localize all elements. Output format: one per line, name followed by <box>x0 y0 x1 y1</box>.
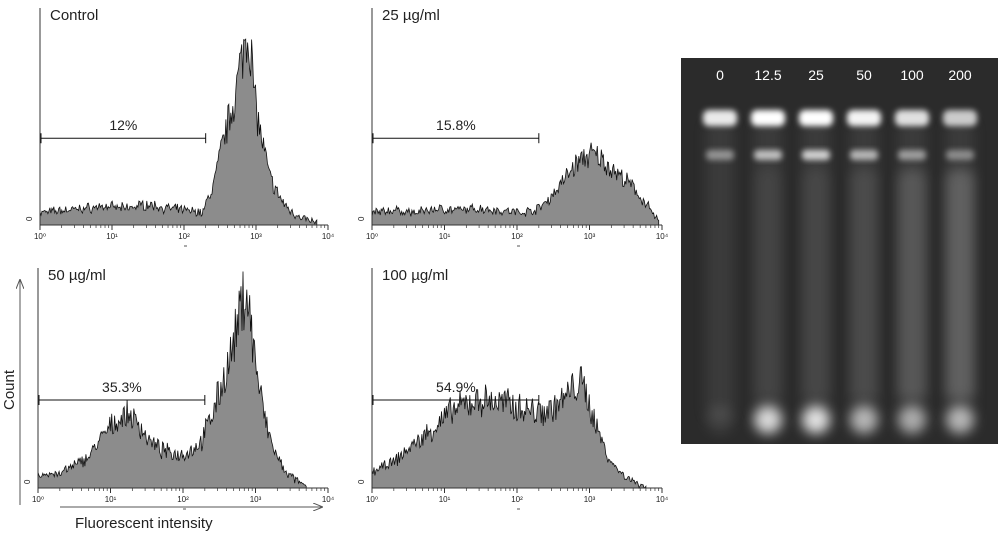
lane-body <box>754 120 782 420</box>
x-tick-label: 10¹ <box>439 495 451 504</box>
x-axis-title: Fluorescent intensity <box>75 515 213 532</box>
lane-label: 100 <box>900 67 924 83</box>
dna-band <box>754 150 782 160</box>
histogram-panels: 0 10⁰ 10¹ 10² 10³ 10⁴ 12% Control 0 10⁰ 10¹ 10² 10³ 1… <box>23 7 669 510</box>
gel-lane-6: 200 <box>943 67 977 434</box>
panel-title: Control <box>50 7 98 24</box>
x-tick-label: 10⁰ <box>366 495 378 504</box>
x-tick-label: 10² <box>178 232 190 241</box>
low-mw-glow <box>898 406 926 434</box>
gel-lane-1: 0 <box>703 67 737 434</box>
dna-band <box>898 150 926 160</box>
lane-label: 200 <box>948 67 972 83</box>
lane-label: 0 <box>716 67 724 83</box>
histogram-area <box>39 38 318 226</box>
low-mw-glow <box>706 406 734 434</box>
x-tick-label: 10⁰ <box>32 495 44 504</box>
x-tick-label: 10¹ <box>105 495 117 504</box>
lane-label: 12.5 <box>754 67 781 83</box>
gel-lane-5: 100 <box>895 67 929 434</box>
lane-body <box>802 120 830 420</box>
histogram-panel-4: 0 10⁰ 10¹ 10² 10³ 10⁴ 54.9% 100 µg/ml <box>357 267 669 510</box>
lane-label: 50 <box>856 67 872 83</box>
zero-label: 0 <box>357 479 366 484</box>
shared-axes: Count Fluorescent intensity <box>1 280 322 532</box>
x-tick-label: 10³ <box>584 495 596 504</box>
y-axis-title: Count <box>1 369 18 410</box>
lane-label: 25 <box>808 67 824 83</box>
x-tick-label: 10⁴ <box>656 495 669 504</box>
low-mw-glow <box>754 406 782 434</box>
panel-title: 50 µg/ml <box>48 267 106 284</box>
gel-lane-4: 50 <box>847 67 881 434</box>
x-tick-label: 10⁴ <box>322 232 335 241</box>
low-mw-glow <box>802 406 830 434</box>
dna-band <box>706 150 734 160</box>
gate-percentage: 54.9% <box>436 379 476 395</box>
gel-well <box>847 110 881 126</box>
zero-label: 0 <box>357 216 366 221</box>
x-tick-label: 10² <box>511 232 523 241</box>
histogram-panel-3: 0 10⁰ 10¹ 10² 10³ 10⁴ 35.3% 50 µg/ml <box>23 267 335 510</box>
lane-body <box>946 120 974 420</box>
lane-body <box>850 120 878 420</box>
lane-body <box>898 120 926 420</box>
histogram-panel-2: 0 10⁰ 10¹ 10² 10³ 10⁴ 15.8% 25 µg/ml <box>357 7 669 247</box>
x-tick-label: 10⁰ <box>366 232 378 241</box>
zero-label: 0 <box>23 479 32 484</box>
gel-well <box>751 110 785 126</box>
gate-percentage: 12% <box>109 117 137 133</box>
gel-lane-3: 25 <box>799 67 833 434</box>
histogram-area <box>371 142 660 226</box>
gel-image: 0 12.5 25 50 100 200 <box>681 58 998 444</box>
panel-title: 100 µg/ml <box>382 267 448 284</box>
dna-band <box>850 150 878 160</box>
gel-well <box>799 110 833 126</box>
gate-percentage: 35.3% <box>102 379 142 395</box>
histogram-area <box>371 366 647 489</box>
lane-body <box>706 120 734 420</box>
x-tick-label: 10³ <box>250 232 262 241</box>
gel-lane-2: 12.5 <box>751 67 785 434</box>
panel-title: 25 µg/ml <box>382 7 440 24</box>
dna-band <box>802 150 830 160</box>
gate-percentage: 15.8% <box>436 117 476 133</box>
x-tick-label: 10⁴ <box>322 495 335 504</box>
x-tick-label: 10¹ <box>106 232 118 241</box>
low-mw-glow <box>850 406 878 434</box>
gel-well <box>703 110 737 126</box>
low-mw-glow <box>946 406 974 434</box>
x-tick-label: 10⁴ <box>656 232 669 241</box>
x-tick-label: 10² <box>511 495 523 504</box>
histogram-panel-1: 0 10⁰ 10¹ 10² 10³ 10⁴ 12% Control <box>25 7 335 247</box>
x-tick-label: 10² <box>177 495 189 504</box>
gel-well <box>943 110 977 126</box>
gel-well <box>895 110 929 126</box>
x-tick-label: 10¹ <box>439 232 451 241</box>
histogram-area <box>37 271 307 489</box>
x-tick-label: 10³ <box>584 232 596 241</box>
x-tick-label: 10³ <box>250 495 262 504</box>
dna-band <box>946 150 974 160</box>
x-tick-label: 10⁰ <box>34 232 46 241</box>
zero-label: 0 <box>25 216 34 221</box>
